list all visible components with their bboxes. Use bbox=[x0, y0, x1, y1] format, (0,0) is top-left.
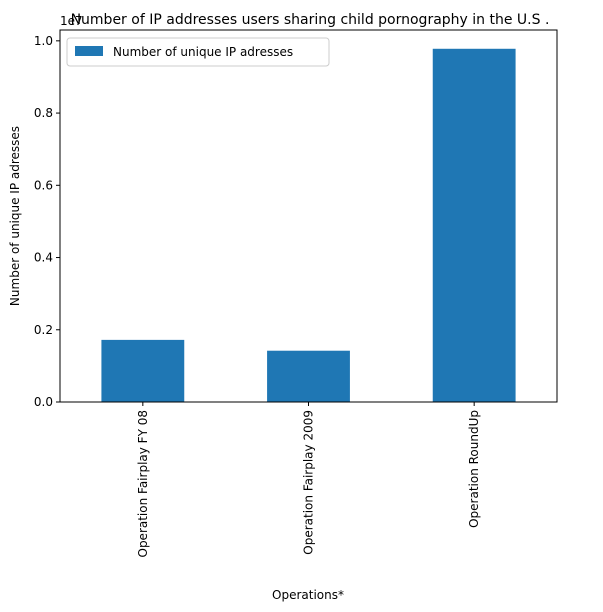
chart-title: Number of IP addresses users sharing chi… bbox=[71, 12, 550, 28]
y-tick-label: 0.0 bbox=[34, 395, 53, 409]
bar-1 bbox=[101, 339, 185, 402]
legend-frame bbox=[66, 37, 330, 67]
x-axis-label: Operations* bbox=[272, 588, 344, 602]
y-tick-label: 0.8 bbox=[34, 106, 53, 120]
x-tick-label: Operation Fairplay 2009 bbox=[302, 410, 316, 555]
bar-3 bbox=[432, 48, 516, 403]
x-axis-ticks: Operation Fairplay FY 08 Operation Fairpl… bbox=[136, 402, 481, 558]
y-tick-label: 0.4 bbox=[34, 251, 53, 265]
y-tick-label: 0.2 bbox=[34, 323, 53, 337]
bars-group bbox=[101, 48, 516, 403]
y-axis-ticks: 0.0 0.2 0.4 0.6 0.8 1.0 bbox=[34, 34, 60, 409]
legend-swatch bbox=[75, 46, 103, 56]
y-axis-label: Number of unique IP adresses bbox=[8, 126, 22, 306]
legend-label: Number of unique IP adresses bbox=[113, 45, 293, 59]
bar-2 bbox=[267, 350, 350, 402]
legend: Number of unique IP adresses bbox=[66, 37, 330, 67]
y-tick-label: 0.6 bbox=[34, 178, 53, 192]
y-axis-offset-label: 1e7 bbox=[60, 14, 83, 28]
x-tick-label: Operation RoundUp bbox=[467, 410, 481, 528]
x-tick-label: Operation Fairplay FY 08 bbox=[136, 410, 150, 558]
y-tick-label: 1.0 bbox=[34, 34, 53, 48]
